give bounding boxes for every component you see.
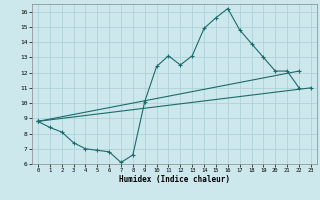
X-axis label: Humidex (Indice chaleur): Humidex (Indice chaleur) bbox=[119, 175, 230, 184]
